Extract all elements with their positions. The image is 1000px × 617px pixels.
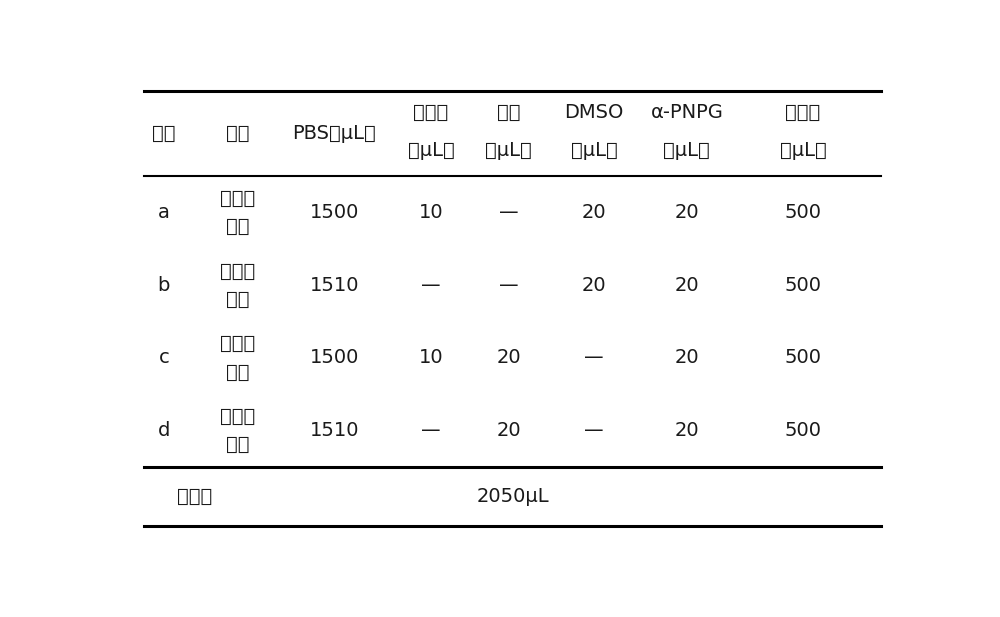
Text: PBS（μL）: PBS（μL） bbox=[292, 124, 376, 143]
Text: 碳酸钓: 碳酸钓 bbox=[786, 102, 821, 122]
Text: 样品测: 样品测 bbox=[220, 334, 255, 353]
Text: 2050μL: 2050μL bbox=[476, 487, 549, 506]
Text: —: — bbox=[421, 421, 441, 440]
Text: b: b bbox=[158, 276, 170, 295]
Text: 照组: 照组 bbox=[226, 217, 249, 236]
Text: 20: 20 bbox=[582, 203, 606, 222]
Text: 1500: 1500 bbox=[310, 349, 359, 367]
Text: 试组: 试组 bbox=[226, 363, 249, 382]
Text: 500: 500 bbox=[785, 421, 822, 440]
Text: 无样对: 无样对 bbox=[220, 189, 255, 208]
Text: 空白对: 空白对 bbox=[220, 262, 255, 281]
Text: （μL）: （μL） bbox=[485, 141, 532, 160]
Text: DMSO: DMSO bbox=[564, 102, 624, 122]
Text: 10: 10 bbox=[419, 203, 443, 222]
Text: 20: 20 bbox=[496, 421, 521, 440]
Text: —: — bbox=[499, 276, 518, 295]
Text: 照组: 照组 bbox=[226, 290, 249, 309]
Text: 样品对: 样品对 bbox=[220, 407, 255, 426]
Text: —: — bbox=[584, 349, 604, 367]
Text: 10: 10 bbox=[419, 349, 443, 367]
Text: 20: 20 bbox=[675, 203, 699, 222]
Text: 500: 500 bbox=[785, 276, 822, 295]
Text: c: c bbox=[158, 349, 169, 367]
Text: 糖苷酶: 糖苷酶 bbox=[414, 102, 449, 122]
Text: （μL）: （μL） bbox=[408, 141, 454, 160]
Text: 照组: 照组 bbox=[226, 436, 249, 454]
Text: 20: 20 bbox=[675, 349, 699, 367]
Text: 1500: 1500 bbox=[310, 203, 359, 222]
Text: α-PNPG: α-PNPG bbox=[650, 102, 723, 122]
Text: （μL）: （μL） bbox=[570, 141, 617, 160]
Text: 20: 20 bbox=[496, 349, 521, 367]
Text: （μL）: （μL） bbox=[780, 141, 826, 160]
Text: a: a bbox=[158, 203, 170, 222]
Text: 总体积: 总体积 bbox=[177, 487, 212, 506]
Text: —: — bbox=[584, 421, 604, 440]
Text: 20: 20 bbox=[675, 276, 699, 295]
Text: 样品: 样品 bbox=[497, 102, 520, 122]
Text: —: — bbox=[499, 203, 518, 222]
Text: 1510: 1510 bbox=[310, 421, 359, 440]
Text: d: d bbox=[158, 421, 170, 440]
Text: 标号: 标号 bbox=[152, 124, 176, 143]
Text: 500: 500 bbox=[785, 203, 822, 222]
Text: 组别: 组别 bbox=[226, 124, 249, 143]
Text: —: — bbox=[421, 276, 441, 295]
Text: （μL）: （μL） bbox=[664, 141, 710, 160]
Text: 500: 500 bbox=[785, 349, 822, 367]
Text: 1510: 1510 bbox=[310, 276, 359, 295]
Text: 20: 20 bbox=[582, 276, 606, 295]
Text: 20: 20 bbox=[675, 421, 699, 440]
